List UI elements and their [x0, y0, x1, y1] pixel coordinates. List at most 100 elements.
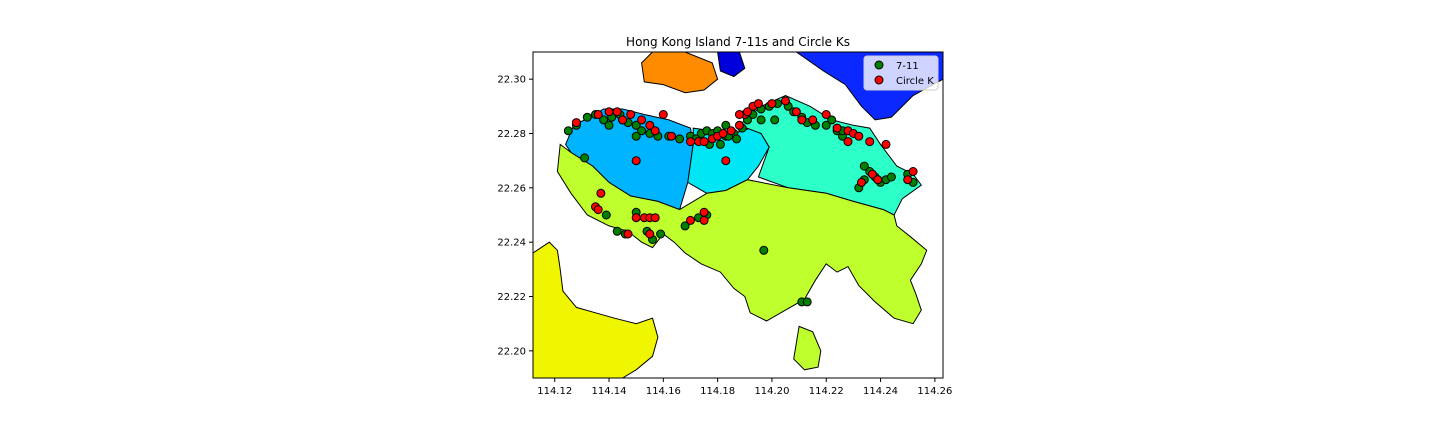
circle-k-store-marker	[650, 213, 660, 223]
circle-k-store-marker	[623, 229, 633, 239]
y-tick-label: 22.28	[497, 129, 526, 140]
circle-k-store-marker	[631, 156, 641, 166]
7-11-store-marker	[859, 161, 869, 171]
circle-k-store-marker	[734, 110, 744, 119]
7-11-store-marker	[604, 120, 614, 130]
7-11-store-marker	[637, 126, 647, 136]
legend: 7-11 Circle K	[863, 55, 939, 91]
circle-k-store-marker	[743, 107, 752, 117]
7-11-store-marker	[821, 120, 831, 130]
circle-k-store-marker	[857, 177, 866, 187]
7-11-store-marker	[715, 139, 725, 149]
circle-k-store-marker	[832, 123, 842, 133]
7-11-store-marker	[631, 131, 641, 141]
y-tick-label: 22.30	[497, 75, 526, 86]
x-tick-label: 114.26	[917, 386, 952, 397]
legend-marker-circle-k	[874, 75, 884, 85]
7-11-store-marker	[563, 126, 573, 136]
circle-k-store-marker	[699, 215, 709, 225]
circle-k-store-marker	[650, 126, 660, 136]
circle-k-store-marker	[781, 96, 790, 106]
circle-k-store-marker	[604, 107, 614, 117]
legend-marker-7-11	[874, 60, 884, 70]
circle-k-store-marker	[808, 115, 818, 125]
x-tick-label: 114.12	[537, 386, 572, 397]
district-area-5	[793, 325, 822, 371]
y-tick-label: 22.24	[497, 238, 526, 249]
7-11-store-marker	[756, 115, 766, 125]
circle-k-store-marker	[658, 110, 668, 119]
circle-k-store-marker	[593, 110, 603, 119]
circle-k-store-marker	[718, 129, 728, 138]
7-11-store-marker	[759, 245, 769, 255]
circle-k-store-marker	[767, 99, 777, 109]
7-11-store-marker	[601, 210, 611, 220]
legend-label-circle-k: Circle K	[896, 76, 934, 87]
x-tick-label: 114.18	[700, 386, 735, 397]
circle-k-store-marker	[791, 107, 801, 117]
x-axis: 114.12 114.14 114.16 114.18 114.20 114.22 114.…	[537, 378, 952, 397]
circle-k-store-marker	[797, 115, 807, 125]
7-11-store-marker	[770, 115, 780, 125]
circle-k-store-marker	[753, 99, 763, 109]
7-11-store-marker	[732, 134, 742, 144]
legend-label-7-11: 7-11	[896, 61, 919, 72]
7-11-store-marker	[599, 115, 609, 125]
circle-k-store-marker	[686, 215, 695, 225]
circle-k-store-marker	[593, 205, 603, 215]
x-tick-label: 114.16	[646, 386, 681, 397]
7-11-store-marker	[580, 153, 590, 163]
district-area-8	[717, 52, 746, 78]
7-11-store-marker	[675, 134, 685, 144]
circle-k-store-marker	[686, 137, 695, 147]
marker-layer	[563, 96, 918, 307]
circle-k-store-marker	[596, 188, 606, 198]
circle-k-store-marker	[843, 137, 853, 147]
district-area-7	[641, 52, 719, 94]
circle-k-store-marker	[726, 126, 736, 136]
circle-k-store-marker	[821, 110, 831, 119]
x-tick-label: 114.20	[754, 386, 789, 397]
circle-k-store-marker	[637, 115, 647, 125]
7-11-store-marker	[631, 120, 641, 130]
7-11-store-marker	[802, 297, 812, 307]
x-tick-label: 114.14	[592, 386, 627, 397]
plot-frame	[532, 51, 944, 379]
circle-k-store-marker	[867, 169, 877, 179]
circle-k-store-marker	[908, 167, 918, 176]
7-11-store-marker	[827, 115, 837, 125]
x-tick-label: 114.24	[863, 386, 898, 397]
y-tick-label: 22.20	[497, 346, 526, 357]
circle-k-store-marker	[873, 175, 883, 185]
7-11-store-marker	[721, 120, 731, 130]
7-11-store-marker	[612, 226, 622, 236]
district-area-6	[533, 241, 659, 378]
circle-k-store-marker	[699, 137, 709, 147]
7-11-store-marker	[680, 221, 690, 231]
circle-k-store-marker	[903, 175, 913, 185]
circle-k-store-marker	[865, 137, 875, 147]
7-11-store-marker	[582, 112, 592, 122]
district-area-3	[738, 94, 923, 216]
x-tick-label: 114.22	[809, 386, 844, 397]
7-11-store-marker	[656, 229, 666, 239]
circle-k-store-marker	[667, 131, 676, 141]
circle-k-store-marker	[612, 107, 622, 117]
circle-k-store-marker	[626, 110, 636, 119]
circle-k-store-marker	[699, 207, 709, 217]
circle-k-store-marker	[645, 120, 655, 130]
chart-title: Hong Kong Island 7-11s and Circle Ks	[626, 35, 850, 49]
circle-k-store-marker	[734, 120, 744, 130]
y-tick-label: 22.22	[497, 292, 526, 303]
circle-k-store-marker	[721, 156, 731, 166]
circle-k-store-marker	[645, 229, 655, 239]
circle-k-store-marker	[881, 139, 891, 149]
circle-k-store-marker	[631, 213, 641, 223]
y-axis: 22.20 22.22 22.24 22.26 22.28 22.30	[497, 75, 533, 357]
7-11-store-marker	[886, 172, 896, 182]
y-tick-label: 22.26	[497, 183, 526, 194]
circle-k-store-marker	[571, 118, 581, 128]
circle-k-store-marker	[854, 131, 864, 141]
circle-k-store-marker	[618, 115, 628, 125]
